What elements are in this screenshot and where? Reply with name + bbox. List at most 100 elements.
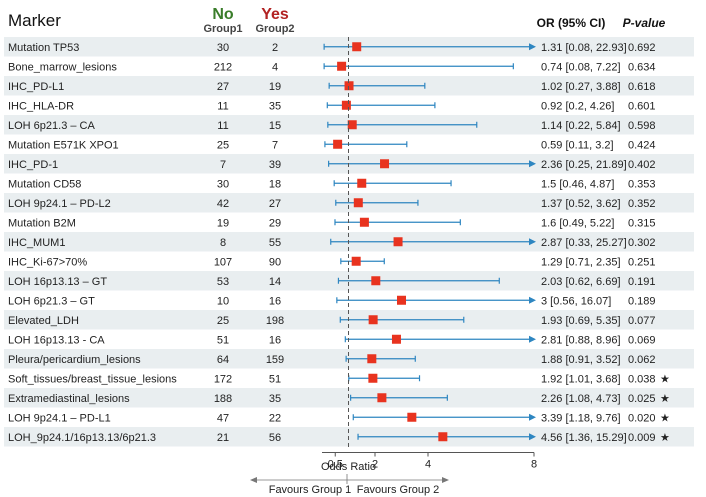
row-pvalue: 0.077 xyxy=(628,315,656,327)
x-tick-label: 2 xyxy=(372,459,378,471)
row-group1-n: 7 xyxy=(220,159,226,171)
row-pvalue: 0.025 xyxy=(628,393,656,405)
x-axis-label: Odds Ratio xyxy=(321,461,376,473)
or-point xyxy=(357,178,367,188)
forest-row: LOH_9p24.1/16p13.13/6p21.3 21 56 4.56 [1.36… xyxy=(8,432,670,444)
row-group1-n: 172 xyxy=(214,373,232,385)
significance-star: ★ xyxy=(660,432,670,444)
row-or-ci: 2.36 [0.25, 21.89] xyxy=(541,159,627,171)
row-group2-n: 19 xyxy=(269,81,281,93)
header-group2-sub: Group2 xyxy=(255,23,294,35)
row-or-ci: 1.29 [0.71, 2.35] xyxy=(541,256,621,268)
forest-row: LOH 16p13.13 – GT 53 14 2.03 [0.62, 6.69] 0.… xyxy=(8,276,656,288)
or-point xyxy=(347,120,357,130)
forest-row: Bone_marrow_lesions 212 4 0.74 [0.08, 7.22]… xyxy=(8,61,656,73)
row-group1-n: 42 xyxy=(217,198,229,210)
header-group1-sub: Group1 xyxy=(203,23,242,35)
favours-group1-label: Favours Group 1 xyxy=(269,484,352,496)
row-or-ci: 0.74 [0.08, 7.22] xyxy=(541,61,621,73)
row-marker-label: Extramediastinal_lesions xyxy=(8,393,130,405)
or-point xyxy=(438,432,448,442)
row-marker-label: LOH 16p13.13 – GT xyxy=(8,276,107,288)
significance-star: ★ xyxy=(660,373,670,385)
header-pvalue: P-value xyxy=(623,16,666,30)
row-or-ci: 4.56 [1.36, 15.29] xyxy=(541,432,627,444)
row-marker-label: LOH 9p24.1 – PD-L1 xyxy=(8,412,111,424)
header-or-ci: OR (95% CI) xyxy=(537,16,606,30)
row-marker-label: Pleura/pericardium_lesions xyxy=(8,354,141,366)
row-group2-n: 198 xyxy=(266,315,284,327)
forest-row: Mutation CD58 30 18 1.5 [0.46, 4.87] 0.353 xyxy=(8,178,656,190)
row-or-ci: 2.87 [0.33, 25.27] xyxy=(541,237,627,249)
row-group2-n: 4 xyxy=(272,61,278,73)
row-group2-n: 159 xyxy=(266,354,284,366)
row-pvalue: 0.009 xyxy=(628,432,656,444)
forest-row: IHC_PD-1 7 39 2.36 [0.25, 21.89] 0.402 xyxy=(8,159,656,171)
row-group1-n: 11 xyxy=(217,100,228,112)
row-or-ci: 1.02 [0.27, 3.88] xyxy=(541,81,621,93)
row-group1-n: 21 xyxy=(217,432,229,444)
row-group1-n: 107 xyxy=(214,256,232,268)
forest-row: LOH 16p13.13 - CA 51 16 2.81 [0.88, 8.96] 0.… xyxy=(8,334,656,346)
row-marker-label: LOH_9p24.1/16p13.13/6p21.3 xyxy=(8,432,156,444)
row-or-ci: 3 [0.56, 16.07] xyxy=(541,295,611,307)
row-pvalue: 0.062 xyxy=(628,354,656,366)
row-or-ci: 1.5 [0.46, 4.87] xyxy=(541,178,614,190)
row-pvalue: 0.038 xyxy=(628,373,656,385)
x-tick-label: 0.5 xyxy=(328,459,343,471)
ci-arrow-high xyxy=(529,335,536,343)
row-group2-n: 22 xyxy=(269,412,281,424)
favours-group2-label: Favours Group 2 xyxy=(357,484,440,496)
row-marker-label: Mutation E571K XPO1 xyxy=(8,139,119,151)
or-point xyxy=(367,354,377,364)
row-group1-n: 11 xyxy=(217,120,228,132)
row-group2-n: 18 xyxy=(269,178,281,190)
row-marker-label: IHC_HLA-DR xyxy=(8,100,74,112)
or-point xyxy=(377,393,387,403)
ci-arrow-high xyxy=(529,160,536,168)
or-point xyxy=(352,42,362,52)
row-or-ci: 1.92 [1.01, 3.68] xyxy=(541,373,621,385)
ci-arrow-high xyxy=(529,296,536,304)
header-group2-top: Yes xyxy=(261,6,289,23)
row-group1-n: 64 xyxy=(217,354,229,366)
row-pvalue: 0.424 xyxy=(628,139,656,151)
row-marker-label: LOH 9p24.1 – PD-L2 xyxy=(8,198,111,210)
favours-arrow xyxy=(250,474,449,484)
row-or-ci: 2.03 [0.62, 6.69] xyxy=(541,276,621,288)
forest-row: LOH 9p24.1 – PD-L2 42 27 1.37 [0.52, 3.62] 0… xyxy=(8,198,656,210)
header-marker: Marker xyxy=(8,11,61,30)
row-or-ci: 1.88 [0.91, 3.52] xyxy=(541,354,621,366)
or-point xyxy=(359,217,369,227)
ci-arrow-high xyxy=(529,238,536,246)
row-pvalue: 0.402 xyxy=(628,159,656,171)
forest-row: IHC_Ki-67>70% 107 90 1.29 [0.71, 2.35] 0.251 xyxy=(8,256,656,268)
forest-row: LOH 9p24.1 – PD-L1 47 22 3.39 [1.18, 9.76] 0… xyxy=(8,412,670,424)
or-point xyxy=(337,61,347,71)
row-pvalue: 0.618 xyxy=(628,81,656,93)
x-tick-label: 4 xyxy=(425,459,431,471)
forest-row: IHC_HLA-DR 11 35 0.92 [0.2, 4.26] 0.601 xyxy=(8,100,656,112)
row-pvalue: 0.251 xyxy=(628,256,656,268)
row-marker-label: Mutation CD58 xyxy=(8,178,81,190)
row-group2-n: 29 xyxy=(269,217,281,229)
row-marker-label: IHC_PD-1 xyxy=(8,159,58,171)
or-point xyxy=(368,315,378,325)
or-point xyxy=(333,139,343,149)
row-group2-n: 16 xyxy=(269,295,281,307)
ci-arrow-high xyxy=(529,43,536,51)
row-group2-n: 35 xyxy=(269,100,281,112)
row-group1-n: 53 xyxy=(217,276,229,288)
ci-arrow-high xyxy=(529,413,536,421)
row-or-ci: 0.59 [0.11, 3.2] xyxy=(541,139,614,151)
row-pvalue: 0.634 xyxy=(628,61,656,73)
ci-arrow-high xyxy=(529,433,536,441)
row-or-ci: 0.92 [0.2, 4.26] xyxy=(541,100,614,112)
row-marker-label: Soft_tissues/breast_tissue_lesions xyxy=(8,373,177,385)
row-group2-n: 15 xyxy=(269,120,281,132)
row-or-ci: 1.93 [0.69, 5.35] xyxy=(541,315,621,327)
row-marker-label: Mutation B2M xyxy=(8,217,76,229)
forest-row: Elevated_LDH 25 198 1.93 [0.69, 5.35] 0.077 xyxy=(8,315,656,327)
row-group2-n: 55 xyxy=(269,237,281,249)
forest-row: LOH 6p21.3 – GT 10 16 3 [0.56, 16.07] 0.189 xyxy=(8,295,656,307)
